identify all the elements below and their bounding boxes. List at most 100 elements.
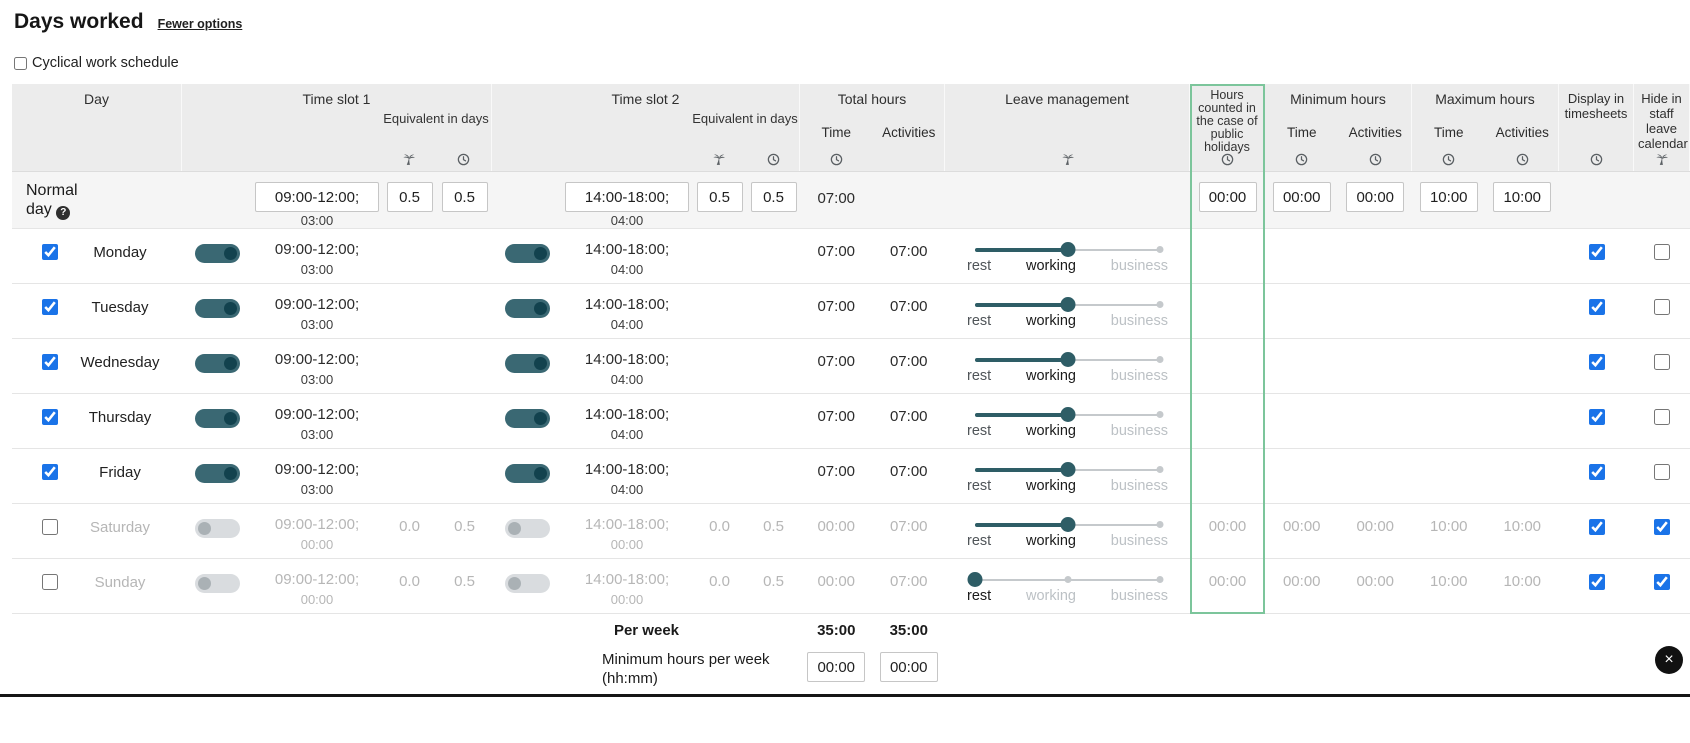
time-slot-2-toggle[interactable] — [504, 519, 550, 538]
hide-in-calendar-checkbox[interactable] — [1654, 299, 1670, 315]
time-slot-2-toggle[interactable] — [504, 574, 550, 593]
slider-track[interactable] — [975, 462, 1164, 477]
fewer-options-link[interactable]: Fewer options — [157, 17, 243, 31]
max-hours-activities — [1486, 394, 1560, 448]
time-slot-1-toggle[interactable] — [194, 574, 240, 593]
time-slot-1-toggle[interactable] — [194, 519, 240, 538]
slot2-hours: 04:00 — [610, 213, 644, 228]
slot2-equivalent-days-input[interactable] — [696, 182, 743, 212]
day-enabled-checkbox[interactable] — [42, 244, 58, 260]
slider-label-rest: rest — [967, 478, 992, 494]
leave-type-slider[interactable]: rest working business — [967, 242, 1168, 274]
time-slot-2-toggle[interactable] — [504, 464, 550, 483]
per-week-activities: 35:00 — [889, 622, 928, 639]
display-in-timesheets-checkbox[interactable] — [1588, 299, 1605, 315]
min-per-week-time-input[interactable] — [807, 652, 866, 682]
normal-day-label: Normal day ? — [26, 182, 78, 220]
time-slot-1-toggle[interactable] — [194, 409, 240, 428]
slider-track[interactable] — [975, 242, 1164, 257]
time-slot-1-toggle[interactable] — [194, 464, 240, 483]
leave-type-slider[interactable]: rest working business — [967, 517, 1168, 549]
time-slot-2-toggle[interactable] — [504, 409, 550, 428]
slot2-equivalent-time-input[interactable] — [750, 182, 797, 212]
leave-type-slider[interactable]: rest working business — [967, 407, 1168, 439]
toggle-knob — [533, 357, 547, 370]
slider-stop-dot — [1156, 246, 1164, 253]
time-slot-1-toggle[interactable] — [194, 244, 240, 263]
slider-track[interactable] — [975, 407, 1164, 422]
leave-type-slider[interactable]: rest working business — [967, 462, 1168, 494]
public-holiday-hours: 00:00 — [1208, 573, 1247, 590]
col-minimum-hours: Minimum hours — [1290, 91, 1386, 107]
hide-in-calendar-checkbox[interactable] — [1654, 464, 1670, 480]
time-slot-2-toggle[interactable] — [504, 354, 550, 373]
time-slot-1-toggle[interactable] — [194, 354, 240, 373]
display-in-timesheets-checkbox[interactable] — [1588, 464, 1605, 480]
slider-handle[interactable] — [967, 572, 983, 587]
hide-in-calendar-checkbox[interactable] — [1654, 354, 1670, 370]
days-worked-table: Day Time slot 1 Equivalent in days Time … — [12, 84, 1690, 692]
slider-stop-dot — [1156, 411, 1164, 418]
leave-type-slider[interactable]: rest working business — [967, 352, 1168, 384]
min-hours-activities-input[interactable] — [1346, 182, 1405, 212]
slot1-time-input[interactable] — [255, 182, 379, 212]
slot2-equivalent-time: 0.5 — [763, 573, 784, 590]
slider-label-working: working — [1025, 423, 1076, 439]
display-in-timesheets-checkbox[interactable] — [1588, 574, 1605, 590]
min-per-week-activities-input[interactable] — [879, 652, 938, 682]
help-icon[interactable]: ? — [56, 205, 71, 220]
day-enabled-checkbox[interactable] — [42, 574, 58, 590]
slider-label-working: working — [1025, 478, 1076, 494]
max-hours-time-input[interactable] — [1419, 182, 1478, 212]
toggle-knob — [223, 302, 237, 315]
display-in-timesheets-checkbox[interactable] — [1588, 354, 1605, 370]
slot2-equivalent-time — [747, 284, 800, 338]
day-enabled-checkbox[interactable] — [42, 464, 58, 480]
display-in-timesheets-checkbox[interactable] — [1588, 519, 1605, 535]
day-enabled-checkbox[interactable] — [42, 299, 58, 315]
slot1-hours: 03:00 — [300, 213, 334, 228]
slider-handle[interactable] — [1060, 352, 1075, 367]
slider-track[interactable] — [975, 352, 1164, 367]
hide-in-calendar-checkbox[interactable] — [1654, 244, 1670, 260]
public-holiday-hours-input[interactable] — [1198, 182, 1257, 212]
min-hours-time-input[interactable] — [1272, 182, 1331, 212]
max-hours-activities: 10:00 — [1503, 573, 1542, 590]
slot1-equivalent-time-input[interactable] — [441, 182, 488, 212]
clock-icon — [1569, 152, 1624, 167]
hide-in-calendar-checkbox[interactable] — [1654, 409, 1670, 425]
leave-type-slider[interactable]: rest working business — [967, 297, 1168, 329]
time-slot-1-toggle[interactable] — [194, 299, 240, 318]
slider-handle[interactable] — [1060, 407, 1075, 422]
slider-handle[interactable] — [1060, 297, 1075, 312]
day-name: Wednesday — [80, 354, 160, 371]
close-button[interactable]: × — [1655, 646, 1683, 674]
max-hours-activities-input[interactable] — [1493, 182, 1552, 212]
leave-type-slider[interactable]: rest working business — [967, 572, 1168, 604]
slot1-hours: 03:00 — [300, 262, 334, 277]
time-slot-2-toggle[interactable] — [504, 299, 550, 318]
hide-in-calendar-checkbox[interactable] — [1654, 519, 1670, 535]
slot2-time-input[interactable] — [565, 182, 689, 212]
slider-stop-dot — [1156, 521, 1164, 528]
public-holiday-hours — [1190, 284, 1265, 338]
slot1-equivalent-days-input[interactable] — [386, 182, 433, 212]
slider-track[interactable] — [975, 517, 1164, 532]
day-row-monday: Monday 09:00-12:00; 03:00 14:00-18:00; 04:00… — [12, 229, 1690, 284]
slider-track[interactable] — [967, 572, 1164, 587]
slot2-hours: 04:00 — [610, 482, 644, 497]
time-slot-2-toggle[interactable] — [504, 244, 550, 263]
day-enabled-checkbox[interactable] — [42, 519, 58, 535]
day-enabled-checkbox[interactable] — [42, 354, 58, 370]
day-enabled-checkbox[interactable] — [42, 409, 58, 425]
slider-handle[interactable] — [1060, 462, 1075, 477]
total-hours-time: 07:00 — [817, 463, 856, 480]
hide-in-calendar-checkbox[interactable] — [1654, 574, 1670, 590]
display-in-timesheets-checkbox[interactable] — [1588, 244, 1605, 260]
slider-handle[interactable] — [1060, 517, 1075, 532]
col-public-holidays: Hours counted in the case of public holi… — [1196, 88, 1258, 154]
slider-track[interactable] — [975, 297, 1164, 312]
cyclical-schedule-checkbox[interactable] — [14, 56, 27, 70]
display-in-timesheets-checkbox[interactable] — [1588, 409, 1605, 425]
slider-handle[interactable] — [1060, 242, 1075, 257]
